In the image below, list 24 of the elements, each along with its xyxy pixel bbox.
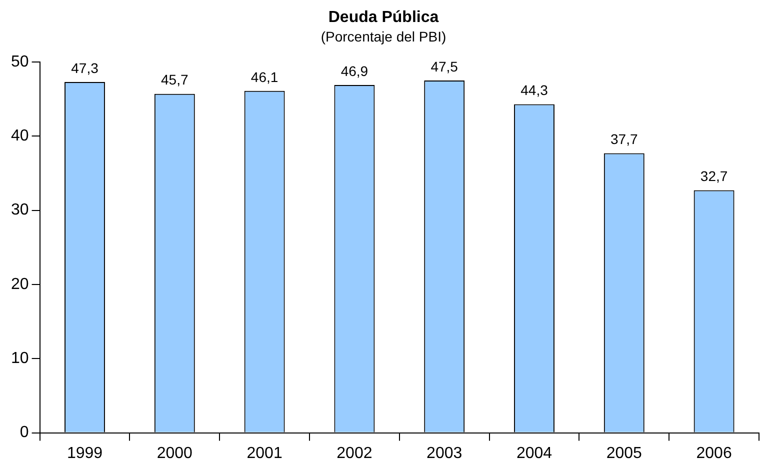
- data-label: 46,9: [340, 62, 368, 79]
- chart-title: Deuda Pública: [328, 9, 439, 26]
- y-tick-label: 0: [20, 424, 29, 442]
- x-tick-label: 2006: [696, 444, 732, 462]
- x-tick-label: 2003: [426, 444, 462, 462]
- y-tick-label: 50: [11, 53, 29, 70]
- y-tick-label: 20: [11, 276, 29, 293]
- y-tick-label: 10: [11, 350, 29, 368]
- data-label: 44,3: [520, 82, 548, 98]
- data-label: 37,7: [610, 131, 638, 148]
- x-tick-label: 2005: [606, 444, 642, 462]
- x-tick-label: 1999: [66, 444, 103, 462]
- y-tick-label: 40: [11, 128, 29, 145]
- x-tick-label: 2004: [516, 444, 552, 462]
- data-label: 45,7: [161, 72, 188, 88]
- data-label: 47,5: [430, 58, 458, 74]
- y-tick-label: 30: [11, 202, 29, 219]
- x-tick-label: 2000: [156, 444, 193, 462]
- chart-subtitle: (Porcentaje del PBI): [320, 28, 446, 44]
- data-label: 32,7: [700, 168, 728, 184]
- data-label: 47,3: [71, 60, 99, 76]
- x-tick-label: 2001: [246, 444, 282, 462]
- x-tick-label: 2002: [336, 444, 372, 462]
- data-label: 46,1: [250, 68, 278, 85]
